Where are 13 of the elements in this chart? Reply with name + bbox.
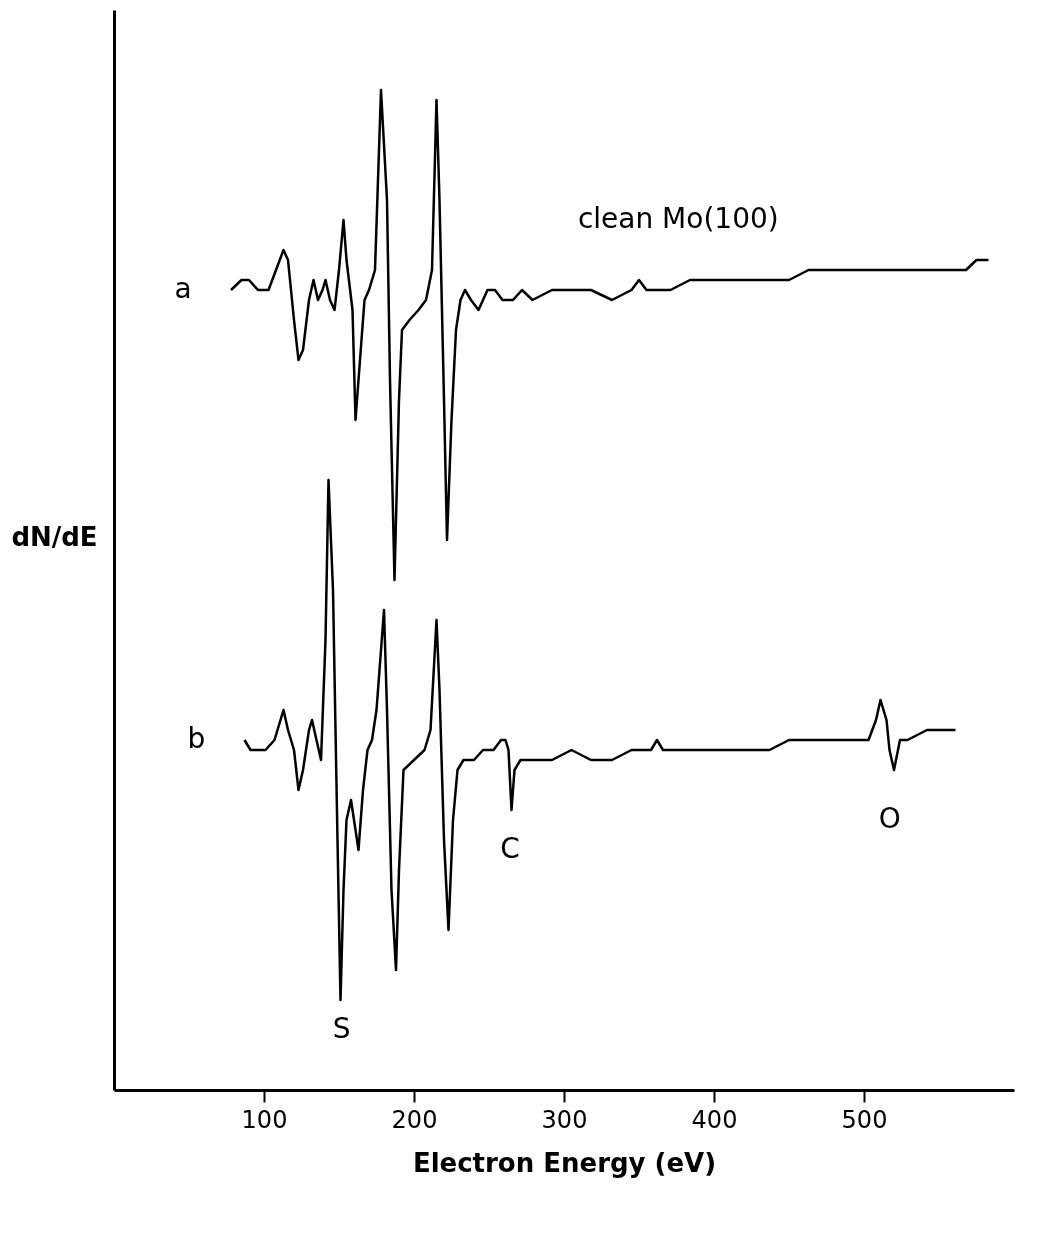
x-tick-label: 300 (541, 1105, 588, 1134)
annotation: O (878, 802, 901, 835)
x-tick-label: 500 (841, 1105, 888, 1134)
y-axis-title: dN/dE (11, 521, 98, 552)
x-tick-label: 400 (691, 1105, 738, 1134)
annotation: clean Mo(100) (577, 201, 779, 235)
x-tick-label: 200 (391, 1105, 438, 1134)
x-tick-label: 100 (241, 1105, 288, 1134)
x-axis-title: Electron Energy (eV) (412, 1147, 717, 1178)
series-label: b (187, 722, 206, 755)
annotation: C (500, 832, 520, 866)
annotation: S (332, 1011, 351, 1045)
series-label: a (174, 272, 192, 305)
